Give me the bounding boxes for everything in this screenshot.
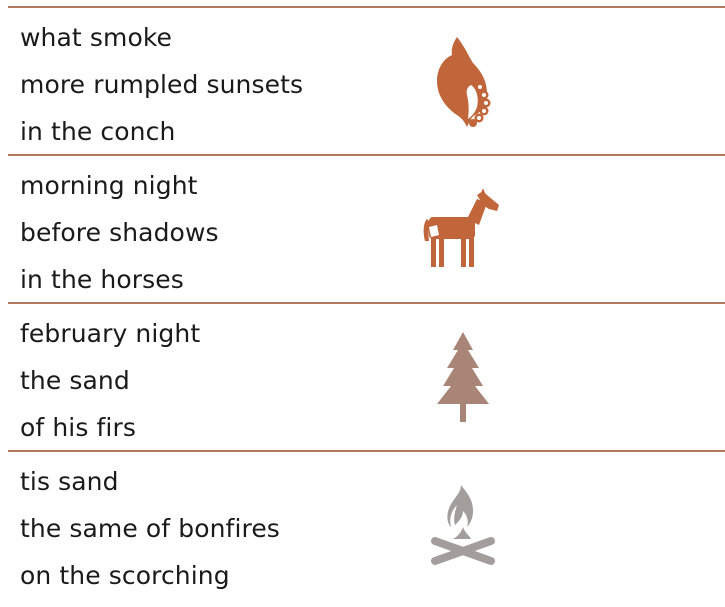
row-divider — [8, 6, 725, 8]
conch-shell-icon — [437, 37, 491, 127]
fir-tree-icon — [437, 332, 489, 422]
stanza-lines: tis sand the same of bonfires on the sco… — [20, 458, 280, 599]
poem-line: on the scorching — [20, 561, 230, 590]
poem-line: the same of bonfires — [20, 514, 280, 543]
bonfire-icon — [431, 485, 495, 565]
poem-line: more rumpled sunsets — [20, 70, 304, 99]
row-divider — [8, 154, 725, 156]
row-divider — [8, 302, 725, 304]
poem-table: what smoke more rumpled sunsets in the c… — [8, 6, 725, 598]
poem-line: before shadows — [20, 218, 219, 247]
poem-line: morning night — [20, 171, 198, 200]
stanza-icon-cell — [408, 452, 518, 598]
poem-line: february night — [20, 319, 201, 348]
stanza-row: morning night before shadows in the hors… — [8, 156, 725, 302]
stanza-icon-cell — [408, 8, 518, 154]
poem-line: the sand — [20, 366, 130, 395]
stanza-icon-cell — [408, 304, 518, 450]
poem-line: in the horses — [20, 265, 184, 294]
poem-line: in the conch — [20, 117, 176, 146]
horse-icon — [423, 189, 499, 267]
stanza-row: february night the sand of his firs — [8, 304, 725, 450]
stanza-row: tis sand the same of bonfires on the sco… — [8, 452, 725, 598]
poem-line: what smoke — [20, 23, 173, 52]
stanza-lines: february night the sand of his firs — [20, 310, 200, 451]
poem-line: tis sand — [20, 467, 119, 496]
stanza-lines: morning night before shadows in the hors… — [20, 162, 219, 303]
stanza-row: what smoke more rumpled sunsets in the c… — [8, 8, 725, 154]
stanza-icon-cell — [408, 156, 518, 302]
stanza-lines: what smoke more rumpled sunsets in the c… — [20, 14, 303, 155]
poem-line: of his firs — [20, 413, 136, 442]
row-divider — [8, 450, 725, 452]
